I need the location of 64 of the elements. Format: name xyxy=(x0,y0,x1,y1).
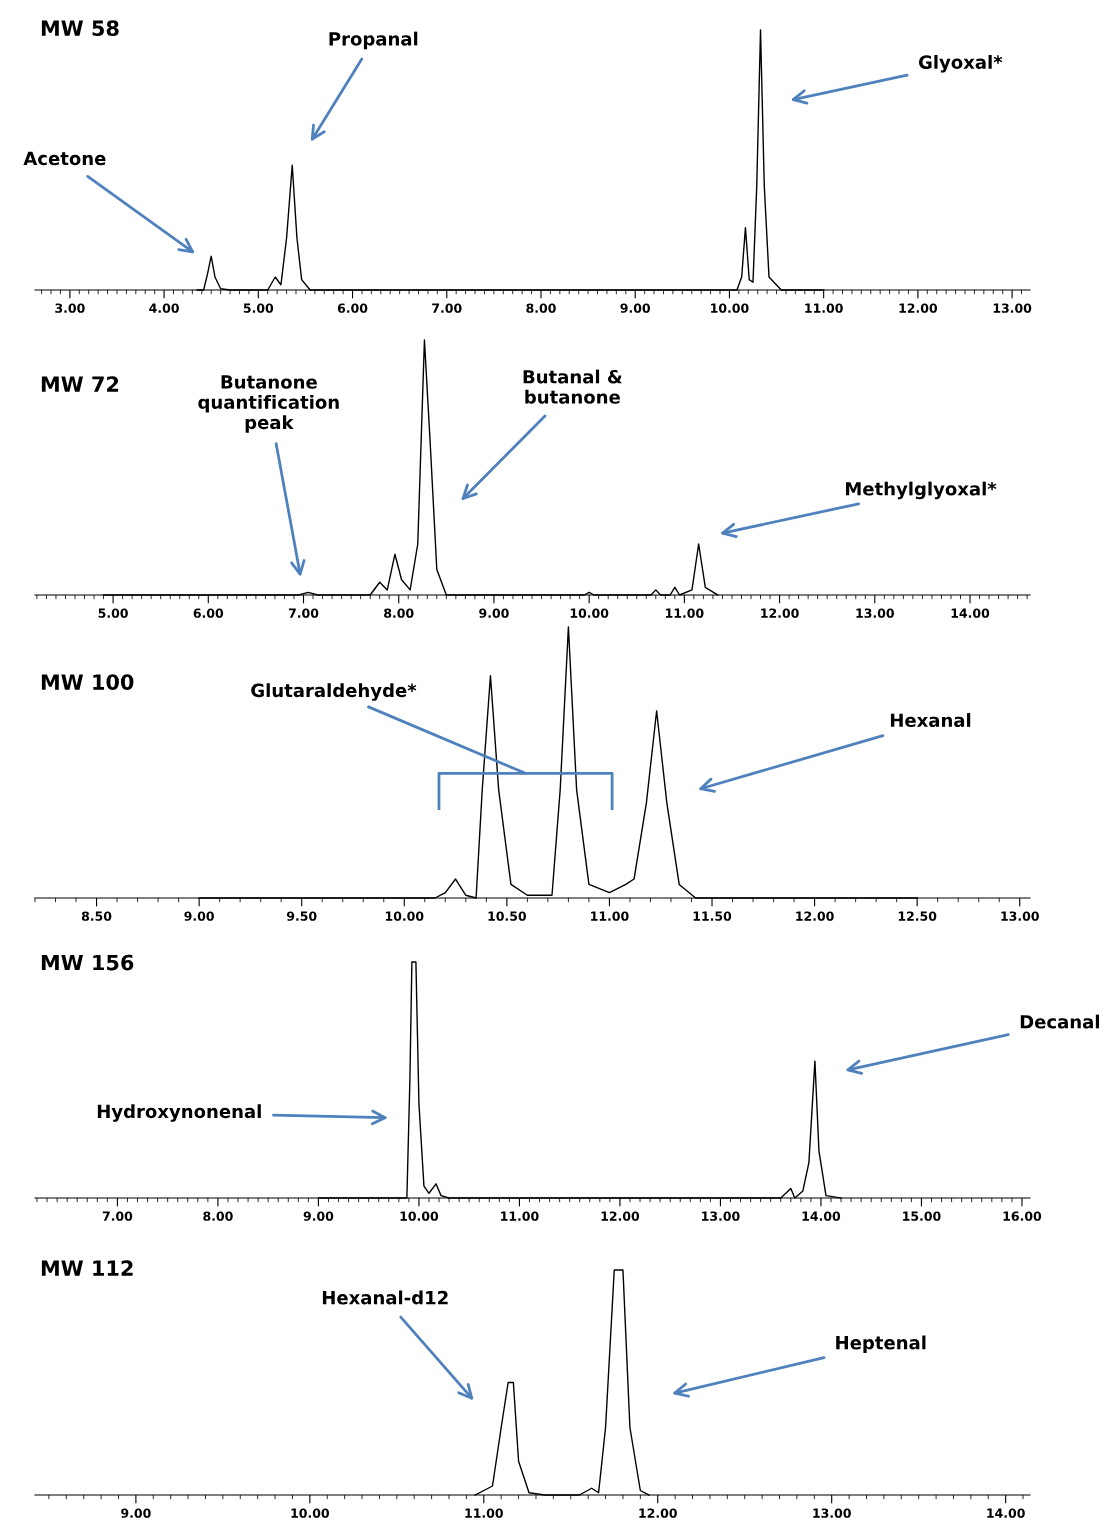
x-tick-label: 12.00 xyxy=(899,303,938,313)
x-tick-label: 5.00 xyxy=(98,608,128,618)
x-tick-label: 6.00 xyxy=(337,303,368,313)
x-tick-label: 13.00 xyxy=(856,608,894,618)
x-tick-label: 9.00 xyxy=(121,1508,151,1518)
x-tick-label: 10.50 xyxy=(488,911,527,921)
annotation: Decanal xyxy=(1020,1014,1099,1029)
x-tick-label: 16.00 xyxy=(1003,1211,1042,1221)
x-tick-label: 4.00 xyxy=(149,303,179,313)
x-tick-label: 10.00 xyxy=(570,608,609,618)
x-tick-label: 10.00 xyxy=(400,1211,439,1221)
x-tick-label: 12.00 xyxy=(601,1211,640,1221)
x-tick-label: 11.00 xyxy=(465,1508,503,1518)
x-tick-label: 7.00 xyxy=(102,1211,133,1221)
x-tick-label: 14.00 xyxy=(802,1211,841,1221)
annotation: Hydroxynonenal xyxy=(97,1104,261,1122)
annotation: Acetone xyxy=(23,151,106,166)
annotation: Butanone quantification peak xyxy=(198,375,339,433)
x-tick-label: 13.00 xyxy=(702,1211,740,1221)
x-tick-label: 12.00 xyxy=(761,608,799,618)
x-tick-label: 10.00 xyxy=(711,303,749,313)
x-tick-label: 8.00 xyxy=(384,608,414,618)
x-tick-label: 11.00 xyxy=(666,608,704,618)
annotation: Glyoxal* xyxy=(918,54,1003,73)
annotation: Glutaraldehyde* xyxy=(251,683,417,701)
annotation: Propanal xyxy=(329,31,418,50)
x-tick-label: 11.00 xyxy=(805,303,843,313)
annotation: Butanal & butanone xyxy=(523,369,622,404)
x-tick-label: 14.00 xyxy=(987,1508,1025,1518)
x-tick-label: 9.50 xyxy=(286,911,317,921)
x-tick-label: 12.00 xyxy=(796,911,834,921)
x-tick-label: 9.00 xyxy=(620,303,651,313)
chart-title: MW 58 xyxy=(41,20,119,37)
x-tick-label: 9.00 xyxy=(184,911,214,921)
x-tick-label: 11.00 xyxy=(501,1211,539,1221)
x-tick-label: 10.00 xyxy=(291,1508,330,1518)
x-tick-label: 8.00 xyxy=(203,1211,233,1221)
x-tick-label: 13.00 xyxy=(813,1508,851,1518)
x-tick-label: 10.00 xyxy=(385,911,424,921)
x-tick-label: 13.00 xyxy=(993,303,1032,313)
chart-title: MW 156 xyxy=(41,954,134,971)
x-tick-label: 15.00 xyxy=(903,1211,941,1221)
text: MW 100 xyxy=(41,674,134,690)
x-tick-label: 11.00 xyxy=(591,911,629,921)
x-tick-label: 12.00 xyxy=(639,1508,677,1518)
x-tick-label: 6.00 xyxy=(193,608,224,618)
annotation: Methylglyoxal* xyxy=(846,481,997,500)
x-tick-label: 13.00 xyxy=(1001,911,1039,921)
text: MW 72 xyxy=(41,376,119,392)
x-tick-label: 7.00 xyxy=(432,303,462,313)
annotation: Hexanal-d12 xyxy=(322,1290,448,1305)
x-tick-label: 3.00 xyxy=(55,303,85,313)
chart-title: MW 112 xyxy=(41,1260,133,1276)
x-tick-label: 7.00 xyxy=(288,608,319,618)
x-tick-label: 11.50 xyxy=(693,911,732,921)
annotation: Hexanal xyxy=(890,713,971,728)
x-tick-label: 5.00 xyxy=(243,303,274,313)
annotation: Heptenal xyxy=(836,1335,926,1353)
x-tick-label: 8.00 xyxy=(526,303,556,313)
x-tick-label: 12.50 xyxy=(898,911,937,921)
x-tick-label: 14.00 xyxy=(951,608,990,618)
x-tick-label: 8.50 xyxy=(81,911,112,921)
x-tick-label: 9.00 xyxy=(479,608,509,618)
x-tick-label: 9.00 xyxy=(303,1211,334,1221)
